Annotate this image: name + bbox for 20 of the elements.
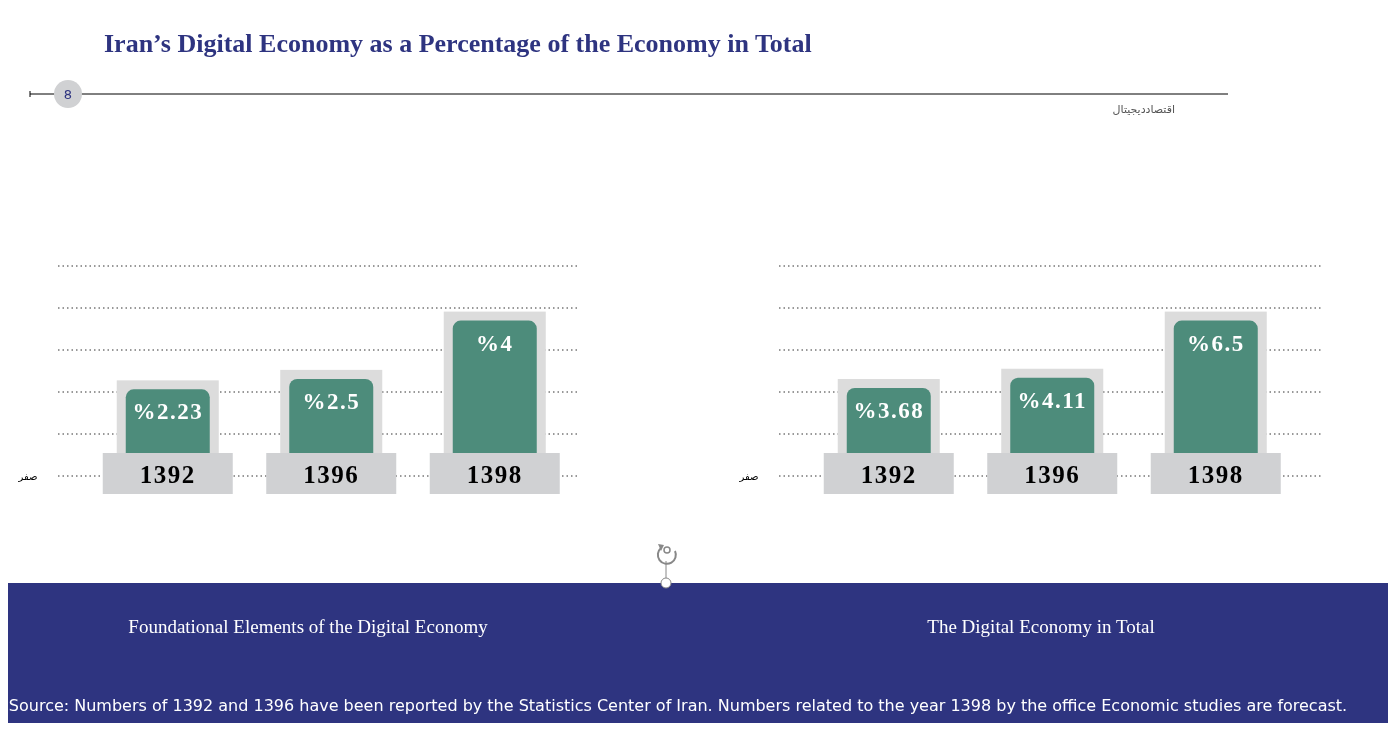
text: Foundational Elements of the Digital Economy bbox=[128, 615, 489, 637]
text: The Digital Economy in Total bbox=[927, 615, 1155, 637]
text: 8 bbox=[63, 86, 73, 102]
source-note: Source: Numbers of 1392 and 1396 have been reported by the Statistics Center of Iran. Numbers related to the year 1398 by the office Economic studies are forecast. bbox=[8, 695, 1348, 715]
data-label: %4 bbox=[476, 330, 514, 356]
x-tick-label: 1398 bbox=[466, 460, 523, 488]
x-tick-label: 1398 bbox=[1187, 460, 1244, 488]
data-label: %4.11 bbox=[1017, 387, 1087, 413]
text: Iran’s Digital Economy as a Percentage of the Economy in Total bbox=[104, 29, 812, 59]
x-tick-label: 1396 bbox=[303, 460, 360, 488]
data-label: %3.68 bbox=[853, 398, 925, 424]
data-label: %2.5 bbox=[302, 388, 361, 414]
data-label: %6.5 bbox=[1186, 330, 1245, 356]
x-tick-label: 1392 bbox=[860, 460, 917, 488]
data-label: %2.23 bbox=[132, 399, 204, 425]
x-tick-label: 1396 bbox=[1024, 460, 1081, 488]
text: اقتصاددیجیتال bbox=[1112, 102, 1175, 116]
text: صفر bbox=[17, 470, 38, 482]
text: صفر bbox=[738, 470, 759, 482]
x-tick-label: 1392 bbox=[139, 460, 196, 488]
